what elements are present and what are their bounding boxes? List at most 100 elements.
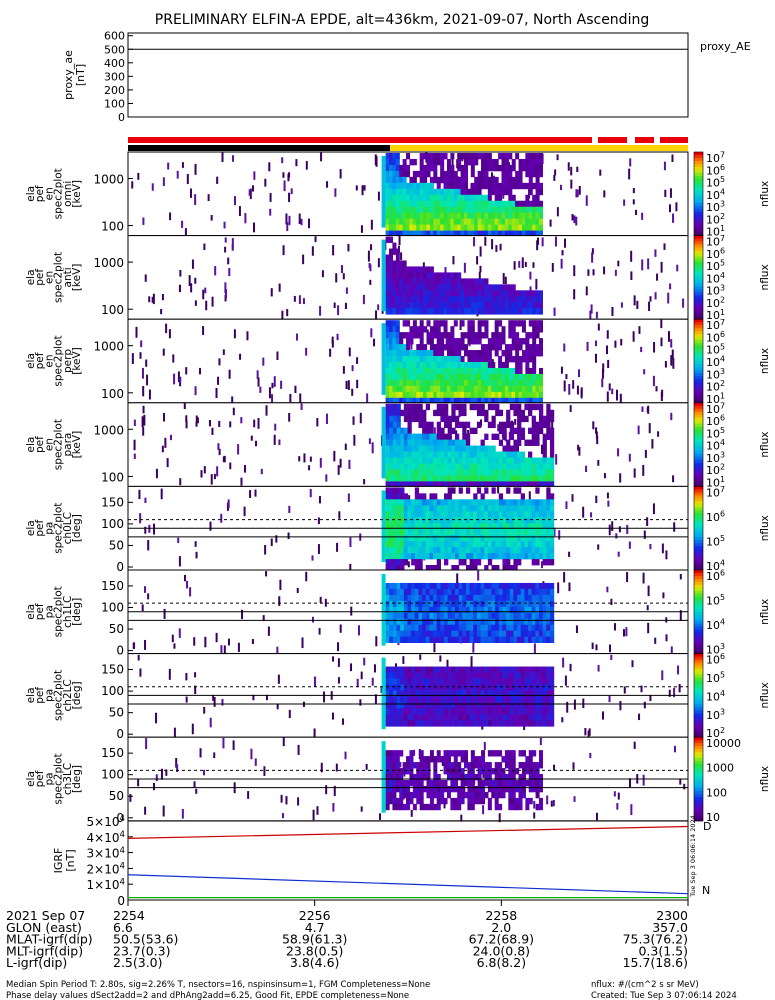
spectrogram-cell bbox=[389, 433, 394, 440]
spectrogram-cell bbox=[506, 565, 511, 572]
noise-pixel bbox=[311, 555, 314, 561]
spectrogram-cell bbox=[402, 302, 407, 309]
spectrogram-cell bbox=[389, 409, 394, 417]
spectrogram-cell bbox=[399, 803, 404, 811]
spectrogram-cell bbox=[469, 511, 474, 518]
spectrogram-cell bbox=[460, 284, 465, 291]
spectrogram-cell bbox=[474, 332, 479, 339]
noise-pixel bbox=[572, 380, 575, 389]
spectrogram-cell bbox=[453, 338, 458, 345]
noise-pixel bbox=[177, 371, 180, 383]
noise-pixel bbox=[332, 802, 335, 812]
spectrogram-cell bbox=[392, 182, 397, 190]
spectrogram-cell bbox=[396, 547, 401, 554]
spectrogram-cell bbox=[538, 612, 544, 620]
colorbar-cell bbox=[694, 674, 703, 679]
spectrogram-cell bbox=[385, 684, 390, 691]
spectrogram-cell bbox=[476, 463, 482, 470]
spectrogram-cell bbox=[518, 176, 523, 184]
noise-pixel bbox=[573, 265, 576, 277]
spectrogram-cell bbox=[491, 779, 496, 787]
noise-pixel bbox=[216, 176, 219, 184]
spectrogram-cell bbox=[403, 582, 409, 590]
spectrogram-cell bbox=[491, 290, 496, 297]
spectrogram-cell bbox=[385, 553, 390, 560]
spectrogram-cell bbox=[426, 290, 431, 297]
spectrogram-cell bbox=[464, 290, 469, 297]
spectrogram-cell bbox=[440, 553, 445, 560]
spectrogram-cell bbox=[528, 517, 533, 524]
spectrogram-cell bbox=[458, 403, 463, 411]
spectrogram-cell bbox=[443, 194, 448, 202]
noise-pixel bbox=[215, 632, 218, 643]
spectrogram-cell bbox=[411, 696, 416, 703]
spectrogram-cell bbox=[414, 415, 420, 423]
spectrogram-cell bbox=[411, 505, 416, 512]
spectrogram-cell bbox=[525, 361, 530, 369]
spectrogram-cell bbox=[402, 332, 407, 339]
spectrogram-cell bbox=[411, 463, 416, 470]
spectrogram-cell bbox=[457, 385, 462, 393]
spectrogram-cell bbox=[447, 427, 452, 435]
spectrogram-cell bbox=[509, 612, 515, 620]
spectrogram-cell bbox=[538, 290, 543, 297]
spectrogram-cell bbox=[487, 517, 493, 524]
spectrogram-cell bbox=[532, 361, 537, 369]
spectrogram-cell bbox=[395, 272, 400, 279]
colorbar-cell bbox=[694, 352, 703, 356]
spectrogram-cell bbox=[436, 624, 441, 632]
spectrogram-cell bbox=[476, 469, 482, 476]
spectrogram-cell bbox=[453, 284, 458, 291]
spectrogram-cell bbox=[477, 385, 482, 393]
spectrogram-cell bbox=[454, 433, 460, 440]
spectrogram-cell bbox=[436, 535, 441, 542]
spectrogram-cell bbox=[511, 296, 516, 303]
spectrogram-cell bbox=[484, 618, 489, 626]
spectrogram-cell bbox=[462, 666, 467, 673]
spectrogram-cell bbox=[494, 284, 499, 291]
spectrogram-cell bbox=[509, 481, 515, 488]
spectrogram-cell bbox=[402, 367, 407, 375]
noise-pixel bbox=[305, 347, 308, 356]
spectrogram-cell bbox=[531, 720, 536, 727]
spectrogram-cell bbox=[447, 708, 452, 715]
spectrogram-cell bbox=[389, 475, 394, 482]
noise-pixel bbox=[670, 339, 673, 348]
spectrogram-cell bbox=[436, 427, 441, 435]
spectrogram-cell bbox=[418, 505, 423, 512]
spectrogram-cell bbox=[425, 618, 431, 626]
spectrogram-cell bbox=[458, 714, 463, 721]
noise-pixel bbox=[652, 503, 655, 515]
spectrogram-cell bbox=[525, 212, 530, 220]
spectrogram-cell bbox=[433, 350, 438, 357]
spectrogram-cell bbox=[517, 433, 522, 440]
spectrogram-cell bbox=[447, 517, 452, 524]
spectrogram-cell bbox=[407, 403, 412, 411]
spectrogram-cell bbox=[436, 774, 441, 781]
noise-pixel bbox=[209, 521, 212, 531]
colorbar-cell bbox=[694, 199, 703, 204]
spectrogram-cell bbox=[416, 230, 421, 237]
spectrogram-cell bbox=[549, 409, 555, 417]
colorbar-tick-label: 106 bbox=[706, 246, 725, 260]
spectrogram-cell bbox=[495, 612, 500, 620]
spectrogram-cell bbox=[491, 158, 496, 166]
spectrogram-cell bbox=[484, 672, 489, 679]
noise-pixel bbox=[348, 347, 351, 357]
spectrogram-cell bbox=[389, 559, 394, 566]
spectrogram-cell bbox=[502, 499, 507, 506]
spectrogram-cell bbox=[495, 600, 500, 608]
spectrogram-cell bbox=[467, 762, 472, 769]
spectrogram-cell bbox=[418, 606, 423, 614]
spectrogram-cell bbox=[487, 338, 492, 345]
spectrogram-cell bbox=[444, 690, 449, 697]
spectrogram-cell bbox=[495, 708, 500, 715]
spectrogram-cell bbox=[444, 415, 449, 423]
spectrogram-cell bbox=[480, 714, 485, 721]
spectrogram-cell bbox=[392, 296, 397, 303]
spectrogram-cell bbox=[480, 403, 485, 411]
spectrogram-cell bbox=[520, 636, 525, 644]
noise-pixel bbox=[185, 673, 188, 681]
colorbar-cell bbox=[694, 525, 703, 529]
spectrogram-cell bbox=[436, 206, 441, 214]
